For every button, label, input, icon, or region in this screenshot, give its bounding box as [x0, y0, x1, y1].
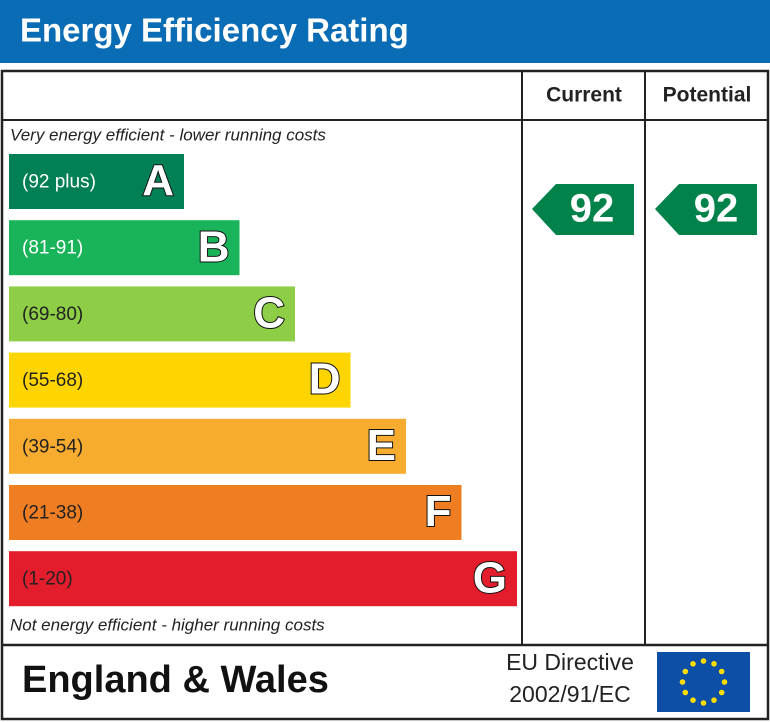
- current-arrow: [532, 184, 634, 235]
- header-bar: [0, 0, 770, 63]
- band-bar: [9, 154, 184, 209]
- band-letter: E: [367, 421, 396, 470]
- eu-star: [682, 689, 689, 696]
- eu-star: [718, 668, 725, 675]
- footer-directive: EU Directive: [506, 649, 634, 675]
- band-range: (21-38): [22, 503, 83, 524]
- band-range: (55-68): [22, 370, 83, 391]
- frame: [0, 69, 770, 721]
- footer-directive: 2002/91/EC: [509, 681, 630, 707]
- eu-star: [700, 700, 707, 706]
- eu-star: [690, 697, 696, 703]
- band-letter: D: [309, 355, 341, 404]
- column-header: Current: [546, 84, 622, 107]
- band-range: (92 plus): [22, 172, 96, 193]
- band-letter: F: [425, 487, 452, 536]
- eu-star: [711, 661, 717, 667]
- band-letter: A: [142, 156, 174, 205]
- band-bar: [9, 418, 406, 474]
- column-header: Potential: [663, 84, 752, 107]
- band-range: (39-54): [22, 436, 83, 457]
- band-bar: [9, 485, 462, 540]
- bottom-note: Not energy efficient - higher running co…: [10, 615, 325, 634]
- eu-star: [721, 679, 728, 685]
- band-bar: [9, 286, 295, 342]
- potential-arrow: [655, 184, 757, 235]
- band-letter: B: [198, 222, 230, 271]
- band-bar: [9, 551, 517, 607]
- band-bar: [9, 220, 240, 276]
- eu-star: [679, 679, 686, 685]
- band-letter: C: [253, 289, 285, 338]
- band-range: (81-91): [22, 238, 83, 259]
- potential-score: 92: [694, 187, 739, 231]
- current-score: 92: [570, 187, 615, 231]
- band-letter: G: [473, 553, 507, 602]
- band-bar: [9, 352, 351, 408]
- eu-star: [700, 658, 707, 664]
- eu-star: [690, 661, 696, 667]
- eu-star: [718, 689, 725, 696]
- eu-star: [711, 697, 717, 703]
- footer-region: England & Wales: [22, 659, 329, 701]
- top-note: Very energy efficient - lower running co…: [10, 125, 326, 144]
- band-range: (69-80): [22, 304, 83, 325]
- band-range: (1-20): [22, 569, 73, 590]
- header-title: Energy Efficiency Rating: [20, 12, 409, 49]
- eu-star: [682, 668, 689, 675]
